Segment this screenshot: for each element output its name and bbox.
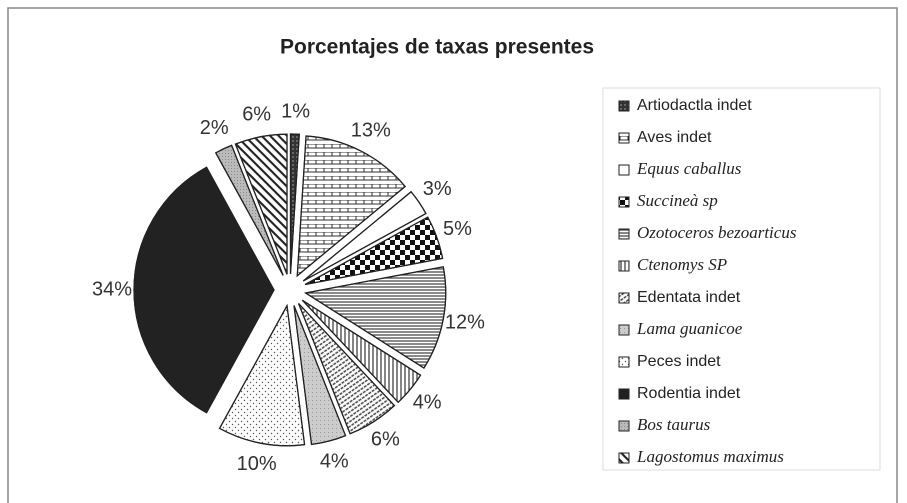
legend-label: Lama guanicoe (636, 319, 743, 338)
legend-swatch-texture (618, 100, 630, 112)
legend-swatch-texture (618, 164, 630, 176)
data-label: 12% (445, 312, 485, 334)
legend: Artiodactla indet Aves indet Equus cabal… (636, 97, 797, 466)
data-label: 10% (237, 453, 277, 475)
legend-swatch-texture (618, 228, 630, 240)
legend-swatch-texture (618, 420, 630, 432)
slice-texture (133, 166, 275, 414)
legend-label: Lagostomus maximus (636, 447, 784, 466)
legend-label: Rodentia indet (637, 385, 741, 402)
slice-texture (234, 133, 288, 275)
data-label: 34% (92, 278, 132, 300)
legend-label: Bos taurus (637, 415, 711, 434)
data-label: 4% (320, 451, 349, 473)
data-label: 4% (413, 392, 442, 414)
slice-texture (304, 266, 447, 369)
slice-texture (298, 303, 396, 435)
legend-swatch-texture (618, 356, 630, 368)
slice-texture (296, 135, 406, 278)
slice-texture (214, 144, 284, 276)
frame (7, 7, 898, 503)
legend-label: Edentata indet (637, 289, 741, 306)
data-label: 6% (371, 429, 400, 451)
slice-texture (218, 303, 306, 447)
legend-label: Ozotoceros bezoarticus (637, 223, 797, 242)
legend-swatch-texture (618, 324, 630, 336)
legend-swatch-texture (618, 196, 630, 208)
legend-box (602, 87, 881, 471)
legend-label: Aves indet (637, 129, 712, 146)
legend-swatch-texture (618, 452, 630, 464)
slice-texture (301, 299, 422, 404)
slice-texture (293, 305, 347, 446)
legend-label: Succineà sp (637, 191, 718, 210)
legend-swatch-texture (618, 132, 630, 144)
slice-texture (304, 216, 444, 286)
slice-texture (302, 190, 427, 282)
data-label: 2% (200, 117, 229, 139)
legend-swatch-texture (618, 388, 630, 400)
legend-label: Equus caballus (636, 159, 742, 178)
data-label: 3% (423, 178, 452, 200)
data-label: 5% (443, 218, 472, 240)
legend-swatch-texture (618, 260, 630, 272)
legend-label: Peces indet (637, 353, 721, 370)
legend-label: Ctenomys SP (637, 255, 727, 274)
legend-label: Artiodactla indet (637, 97, 752, 114)
data-label: 6% (242, 103, 271, 125)
data-label: 1% (281, 100, 310, 122)
slice-texture (289, 133, 300, 275)
legend-swatch-texture (618, 292, 630, 304)
data-label: 13% (351, 120, 391, 142)
chart-title: Porcentajes de taxas presentes (280, 36, 594, 59)
